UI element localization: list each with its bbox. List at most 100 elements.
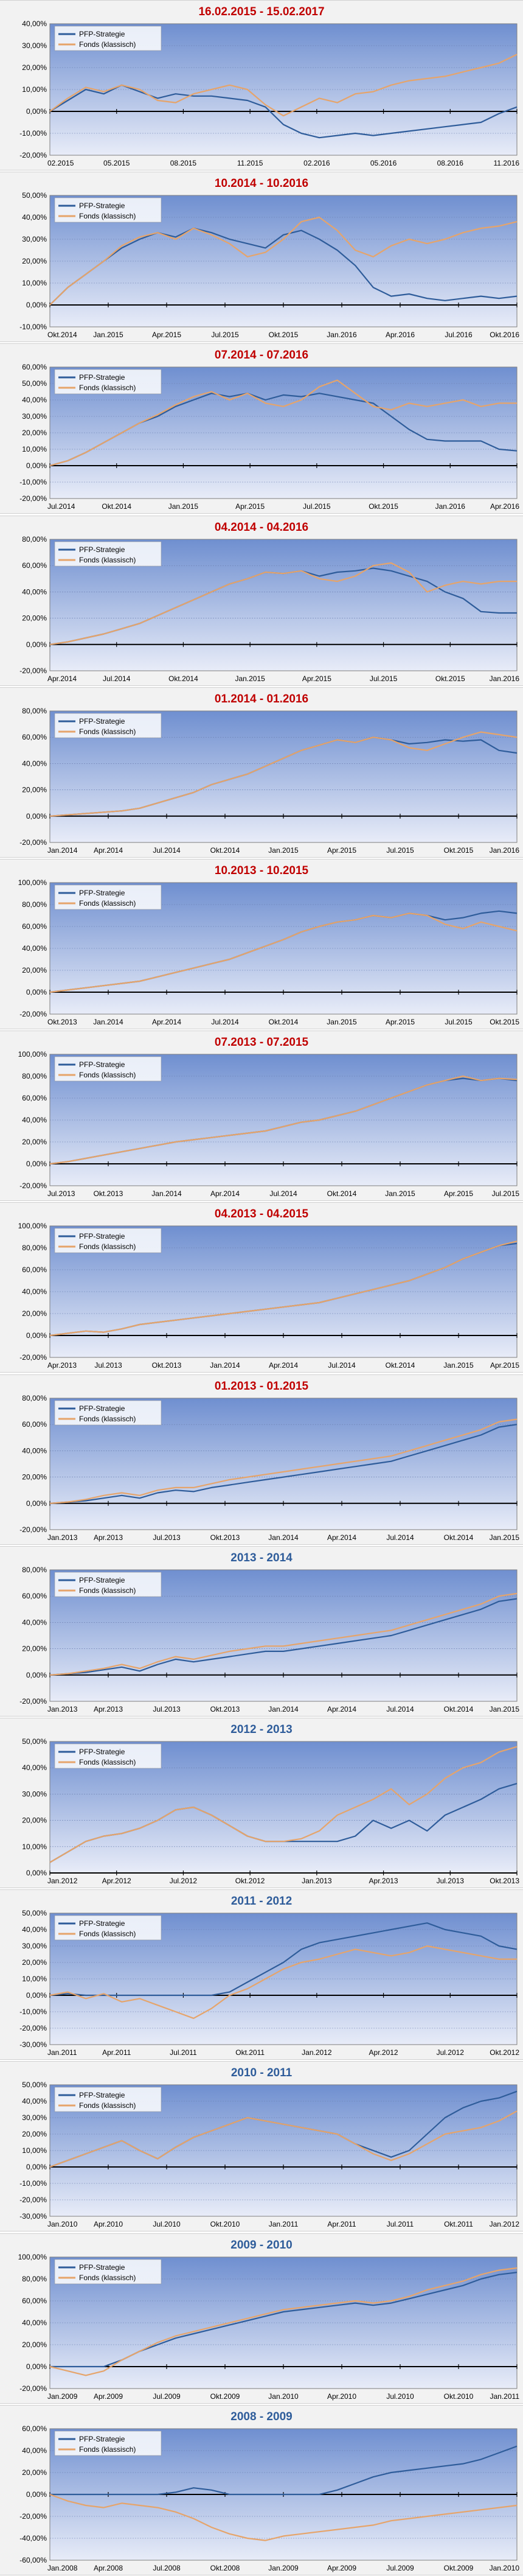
y-tick-label: 20,00% bbox=[22, 786, 47, 794]
legend-label: Fonds (klassisch) bbox=[79, 556, 136, 564]
y-tick-label: 100,00% bbox=[18, 2253, 47, 2261]
y-tick-label: 50,00% bbox=[22, 2081, 47, 2089]
x-tick-label: Okt.2014 bbox=[444, 1533, 474, 1542]
x-tick-label: 02.2015 bbox=[47, 159, 74, 167]
x-tick-label: Jan.2012 bbox=[47, 1877, 78, 1885]
x-tick-label: Jul.2011 bbox=[387, 2220, 414, 2228]
x-tick-label: Apr.2015 bbox=[235, 502, 265, 511]
y-tick-label: -20,00% bbox=[19, 1010, 47, 1018]
chart-panel: 2011 - 2012 -30,00% -20,00% -10,00% 0,00% 10,… bbox=[0, 1889, 523, 2060]
x-tick-label: Jul.2013 bbox=[437, 1877, 465, 1885]
x-tick-label: Jan.2008 bbox=[47, 2564, 78, 2572]
x-tick-label: Jan.2014 bbox=[47, 846, 78, 855]
y-tick-label: -10,00% bbox=[19, 323, 47, 331]
y-tick-label: 20,00% bbox=[22, 2468, 47, 2477]
x-tick-label: Apr.2014 bbox=[269, 1361, 298, 1370]
y-tick-label: 80,00% bbox=[22, 707, 47, 715]
y-tick-label: 80,00% bbox=[22, 1566, 47, 1574]
chart-title: 2013 - 2014 bbox=[230, 1552, 293, 1564]
legend-label: Fonds (klassisch) bbox=[79, 1242, 136, 1251]
x-tick-label: Okt.2014 bbox=[327, 1189, 357, 1198]
y-tick-label: 20,00% bbox=[22, 429, 47, 437]
x-tick-label: Jul.2014 bbox=[386, 1705, 414, 1713]
x-tick-label: Jul.2008 bbox=[153, 2564, 181, 2572]
series-line-fonds-klassisch bbox=[49, 216, 518, 306]
x-tick-label: Okt.2013 bbox=[47, 1018, 77, 1026]
x-tick-label: Okt.2013 bbox=[210, 1705, 240, 1713]
x-tick-label: Okt.2013 bbox=[94, 1189, 123, 1198]
y-tick-label: 30,00% bbox=[22, 1942, 47, 1950]
chart-panel: 07.2014 - 07.2016 -20,00% -10,00% 0,00% 10,0… bbox=[0, 343, 523, 514]
legend-label: PFP-Strategie bbox=[79, 1748, 125, 1756]
chart-panel: 2012 - 2013 0,00% 10,00% 20,00% 30,00% 40,00%… bbox=[0, 1718, 523, 1888]
legend-label: PFP-Strategie bbox=[79, 373, 125, 382]
chart-title: 01.2013 - 01.2015 bbox=[214, 1380, 309, 1393]
x-tick-label: Apr.2011 bbox=[102, 2048, 131, 2057]
x-tick-label: Apr.2011 bbox=[327, 2220, 356, 2228]
chart-panel: 10.2014 - 10.2016 -10,00% 0,00% 10,00% 20,00… bbox=[0, 172, 523, 342]
legend-label: PFP-Strategie bbox=[79, 1404, 125, 1413]
x-tick-label: Okt.2015 bbox=[444, 846, 474, 855]
chart-title: 2008 - 2009 bbox=[230, 2410, 293, 2423]
y-tick-label: 50,00% bbox=[22, 1737, 47, 1746]
y-tick-label: 0,00% bbox=[26, 461, 47, 470]
x-tick-label: Jul.2015 bbox=[492, 1189, 520, 1198]
chart-title: 07.2014 - 07.2016 bbox=[214, 349, 309, 362]
chart-title: 04.2014 - 04.2016 bbox=[214, 521, 309, 534]
y-tick-label: 50,00% bbox=[22, 1909, 47, 1917]
y-tick-label: 60,00% bbox=[22, 2297, 47, 2305]
y-tick-label: 60,00% bbox=[22, 1094, 47, 1102]
y-tick-label: 0,00% bbox=[26, 640, 47, 649]
x-tick-label: Apr.2012 bbox=[102, 1877, 131, 1885]
x-tick-label: Apr.2016 bbox=[386, 331, 415, 339]
chart-svg: -20,00% -10,00% 0,00% 10,00% 20,00% 30,00% 40,… bbox=[19, 363, 519, 511]
x-tick-label: Jan.2012 bbox=[302, 2048, 332, 2057]
legend-label: Fonds (klassisch) bbox=[79, 1415, 136, 1423]
x-tick-label: 02.2016 bbox=[303, 159, 330, 167]
y-tick-label: -20,00% bbox=[19, 2384, 47, 2393]
y-tick-label: 20,00% bbox=[22, 1473, 47, 1482]
y-tick-label: 20,00% bbox=[22, 966, 47, 975]
chart-title: 2011 - 2012 bbox=[230, 1895, 293, 1908]
y-tick-label: 20,00% bbox=[22, 2130, 47, 2138]
y-tick-label: -10,00% bbox=[19, 129, 47, 138]
y-tick-label: 30,00% bbox=[22, 1790, 47, 1798]
x-tick-label: Apr.2009 bbox=[94, 2392, 123, 2401]
series-line-fonds-klassisch bbox=[49, 1418, 518, 1504]
series-line-fonds-klassisch bbox=[49, 54, 518, 117]
x-tick-label: Jul.2013 bbox=[153, 1533, 181, 1542]
legend-label: Fonds (klassisch) bbox=[79, 40, 136, 49]
x-tick-label: Okt.2015 bbox=[490, 1018, 519, 1026]
x-tick-label: Jan.2010 bbox=[490, 2564, 520, 2572]
x-tick-label: 05.2015 bbox=[103, 159, 130, 167]
x-tick-label: Jan.2014 bbox=[268, 1705, 299, 1713]
legend-label: Fonds (klassisch) bbox=[79, 2445, 136, 2454]
series-line-fonds-klassisch bbox=[49, 2267, 518, 2376]
y-tick-label: 0,00% bbox=[26, 988, 47, 996]
chart-svg: -60,00% -40,00% -20,00% 0,00% 20,00% 40,00% 60… bbox=[19, 2424, 520, 2572]
x-tick-label: 08.2015 bbox=[170, 159, 197, 167]
legend-label: Fonds (klassisch) bbox=[79, 2101, 136, 2110]
x-tick-label: Jan.2013 bbox=[47, 1705, 78, 1713]
chart-svg: 0,00% 10,00% 20,00% 30,00% 40,00% 50,00% Jan.2… bbox=[22, 1737, 519, 1885]
x-tick-label: Okt.2013 bbox=[152, 1361, 182, 1370]
x-tick-label: Jan.2015 bbox=[168, 502, 199, 511]
y-tick-label: -60,00% bbox=[19, 2556, 47, 2564]
chart-title: 2009 - 2010 bbox=[230, 2239, 293, 2252]
y-tick-label: 40,00% bbox=[22, 2319, 47, 2327]
x-tick-label: Okt.2014 bbox=[386, 1361, 415, 1370]
y-tick-label: 30,00% bbox=[22, 412, 47, 421]
legend-label: PFP-Strategie bbox=[79, 30, 125, 38]
x-tick-label: Jan.2009 bbox=[268, 2564, 299, 2572]
x-tick-label: Okt.2010 bbox=[210, 2220, 240, 2228]
chart-svg: -30,00% -20,00% -10,00% 0,00% 10,00% 20,00% 30… bbox=[19, 1909, 519, 2057]
y-tick-label: 40,00% bbox=[22, 2446, 47, 2455]
chart-svg: -20,00% 0,00% 20,00% 40,00% 60,00% 80,00% 100,… bbox=[18, 1050, 520, 1198]
x-tick-label: Okt.2013 bbox=[210, 1533, 240, 1542]
x-tick-label: Jan.2011 bbox=[490, 2392, 520, 2401]
y-tick-label: 40,00% bbox=[22, 19, 47, 28]
y-tick-label: -30,00% bbox=[19, 2040, 47, 2049]
x-tick-label: Jul.2009 bbox=[153, 2392, 181, 2401]
x-tick-label: Okt.2011 bbox=[444, 2220, 473, 2228]
y-tick-label: 80,00% bbox=[22, 535, 47, 544]
